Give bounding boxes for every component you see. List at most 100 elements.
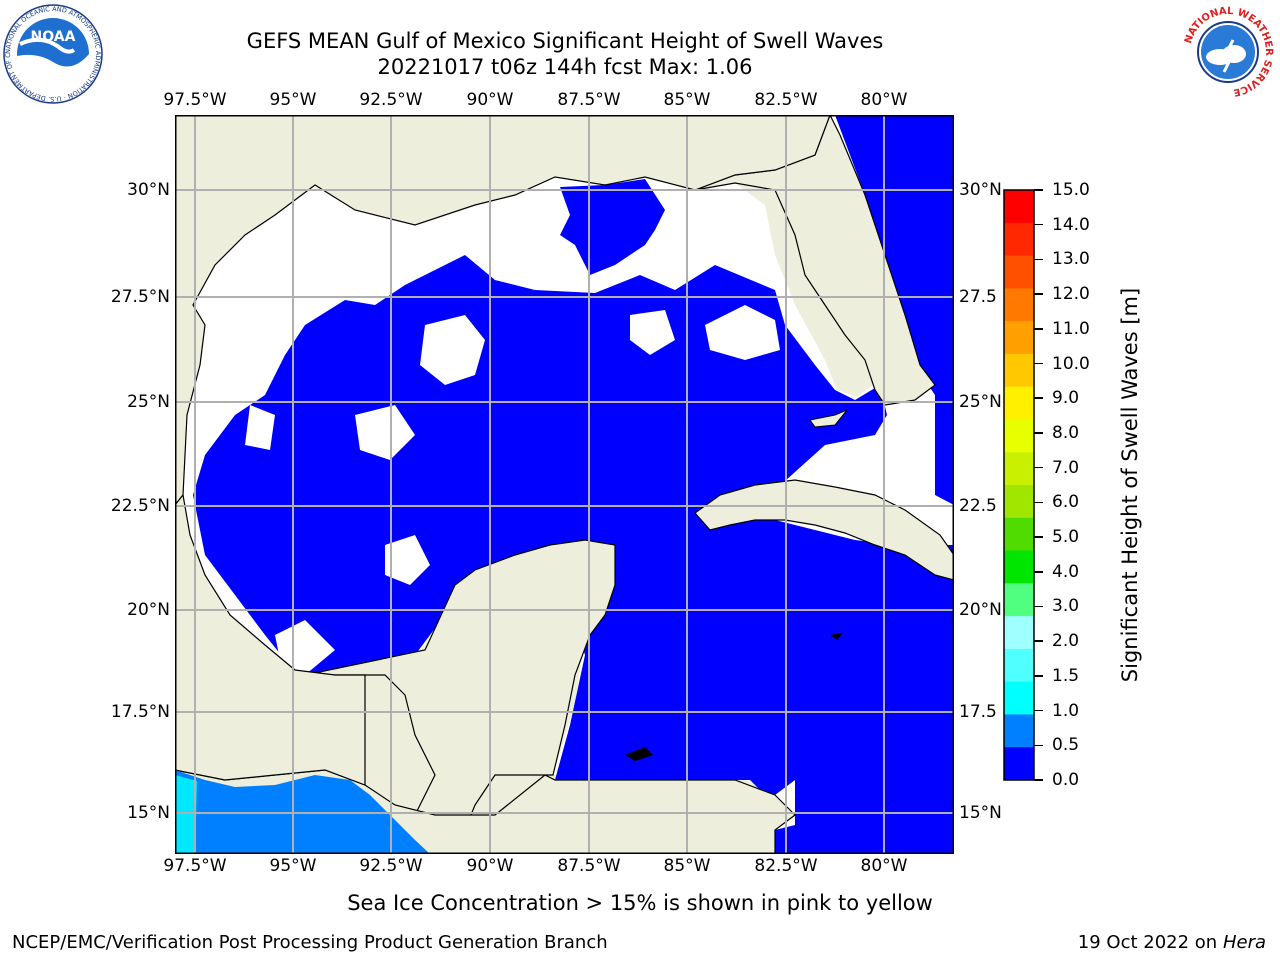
colorbar-tick-mark <box>1034 189 1043 191</box>
lon-top-label: 97.5°W <box>163 90 227 110</box>
grid-lines <box>175 115 954 854</box>
colorbar-tick-label: 8.0 <box>1052 422 1080 443</box>
colorbar-segment <box>1004 681 1034 715</box>
noaa-logo-text: NOAA <box>31 29 76 45</box>
colorbar-segment <box>1004 353 1034 388</box>
land-cayman <box>830 633 843 640</box>
lat-right-label: 15°N <box>959 803 1002 823</box>
colorbar-tick-label: 7.0 <box>1052 457 1080 478</box>
colorbar-segment <box>1004 288 1034 322</box>
colorbar-tick-mark <box>1034 571 1043 573</box>
lon-top-label: 92.5°W <box>359 90 423 110</box>
colorbar-tick-mark <box>1034 709 1043 712</box>
lat-left-label: 20°N <box>127 600 170 620</box>
lat-left-label: 22.5°N <box>110 496 170 516</box>
colorbar-tick-mark <box>1034 258 1043 261</box>
colorbar-tick-mark <box>1034 223 1043 226</box>
colorbar-tick-label: 1.5 <box>1052 665 1080 686</box>
colorbar-segment <box>1004 190 1034 224</box>
colorbar-tick-mark <box>1034 675 1043 677</box>
colorbar-label: Significant Height of Swell Waves [m] <box>1118 287 1142 683</box>
lon-top-label: 95°W <box>269 90 317 110</box>
lat-left-label: 17.5°N <box>110 702 170 722</box>
chart-title: GEFS MEAN Gulf of Mexico Significant Hei… <box>215 28 915 80</box>
lat-left-label: 30°N <box>127 180 170 200</box>
colorbar-tick-label: 15.0 <box>1052 180 1090 200</box>
colorbar-tick-mark <box>1034 466 1043 469</box>
colorbar-tick-label: 3.0 <box>1052 596 1080 617</box>
colorbar-segment <box>1004 583 1034 617</box>
colorbar-segment <box>1004 550 1034 584</box>
lat-right-label: 22.5 <box>959 496 997 516</box>
lat-left-label: 15°N <box>127 803 170 823</box>
lat-right-label: 27.5 <box>959 287 997 307</box>
footer-credit: NCEP/EMC/Verification Post Processing Pr… <box>12 932 608 953</box>
lon-bottom-label: 90°W <box>466 856 514 876</box>
lon-bottom-label: 80°W <box>860 856 908 876</box>
colorbar-tick-label: 1.0 <box>1052 700 1080 721</box>
colorbar-tick-mark <box>1034 640 1043 642</box>
colorbar-segment <box>1004 386 1034 420</box>
lon-bottom-label: 87.5°W <box>557 856 621 876</box>
colorbar-segment <box>1004 714 1034 748</box>
colorbar-tick-label: 2.0 <box>1052 631 1080 652</box>
colorbar-segment <box>1004 747 1034 781</box>
lat-left-label: 25°N <box>127 392 170 412</box>
colorbar-tick-label: 0.5 <box>1052 735 1080 756</box>
title-line-2: 20221017 t06z 144h fcst Max: 1.06 <box>377 55 753 79</box>
colorbar-segment <box>1004 452 1034 486</box>
colorbar-tick-label: 4.0 <box>1052 561 1080 582</box>
calm-patch <box>420 315 485 385</box>
calm-patch <box>385 535 430 585</box>
colorbar-tick-mark <box>1034 362 1043 365</box>
footer-host: Hera <box>1222 932 1266 953</box>
lon-bottom-label: 97.5°W <box>163 856 227 876</box>
colorbar-tick-label: 11.0 <box>1052 318 1090 339</box>
calm-patch <box>630 310 675 355</box>
colorbar-tick-mark <box>1034 432 1043 434</box>
lon-bottom-label: 85°W <box>663 856 711 876</box>
colorbar-tick-mark <box>1034 605 1043 608</box>
colorbar-tick-label: 12.0 <box>1052 284 1090 305</box>
lon-bottom-label: 82.5°W <box>754 856 818 876</box>
colorbar-tick-mark <box>1034 501 1043 504</box>
swell-blue-region-gulf <box>193 255 887 680</box>
colorbar-tick-mark <box>1034 293 1043 295</box>
colorbar-tick-mark <box>1034 328 1043 330</box>
colorbar-tick-mark <box>1034 397 1043 399</box>
lon-top-label: 82.5°W <box>754 90 818 110</box>
noaa-logo: NATIONAL OCEANIC AND ATMOSPHERIC ADMINIS… <box>2 4 103 104</box>
calm-patch <box>245 405 275 450</box>
lat-right-label: 17.5 <box>959 702 997 722</box>
colorbar-tick-mark <box>1034 744 1043 747</box>
colorbar-tick-label: 13.0 <box>1052 249 1090 270</box>
swell-blue-region-north <box>560 179 665 275</box>
lat-right-label: 30°N <box>959 180 1002 200</box>
lat-right-label: 25°N <box>959 392 1002 412</box>
land-bay-islands <box>625 747 653 761</box>
colorbar-tick-label: 9.0 <box>1052 388 1080 409</box>
lon-top-label: 85°W <box>663 90 711 110</box>
colorbar-segment <box>1004 222 1034 257</box>
footer-date: 19 Oct 2022 on Hera <box>1078 932 1266 953</box>
colorbar-tick-mark <box>1034 536 1043 538</box>
pacific-edge-region <box>175 775 197 854</box>
colorbar-tick-label: 0.0 <box>1052 770 1080 790</box>
land-north-gulf-coast <box>175 115 831 506</box>
colorbar-segment <box>1004 616 1034 650</box>
colorbar-segment <box>1004 517 1034 552</box>
colorbar-segment <box>1004 255 1034 289</box>
swell-blue-region-atlantic <box>835 115 954 505</box>
colorbar-tick-mark <box>1034 779 1043 781</box>
lon-top-label: 80°W <box>860 90 908 110</box>
sea-ice-note: Sea Ice Concentration > 15% is shown in … <box>347 891 933 915</box>
swell-blue-region-caribbean <box>555 495 954 854</box>
colorbar-border <box>1003 189 1035 781</box>
colorbar <box>1003 189 1035 781</box>
map-border <box>175 115 954 854</box>
footer-date-text: 19 Oct 2022 on <box>1077 932 1218 953</box>
nws-logo: NATIONAL WEATHER SERVICE <box>1180 4 1276 100</box>
calm-patch <box>705 305 780 360</box>
colorbar-segment <box>1004 419 1034 453</box>
colorbar-tick-label: 14.0 <box>1052 214 1090 235</box>
